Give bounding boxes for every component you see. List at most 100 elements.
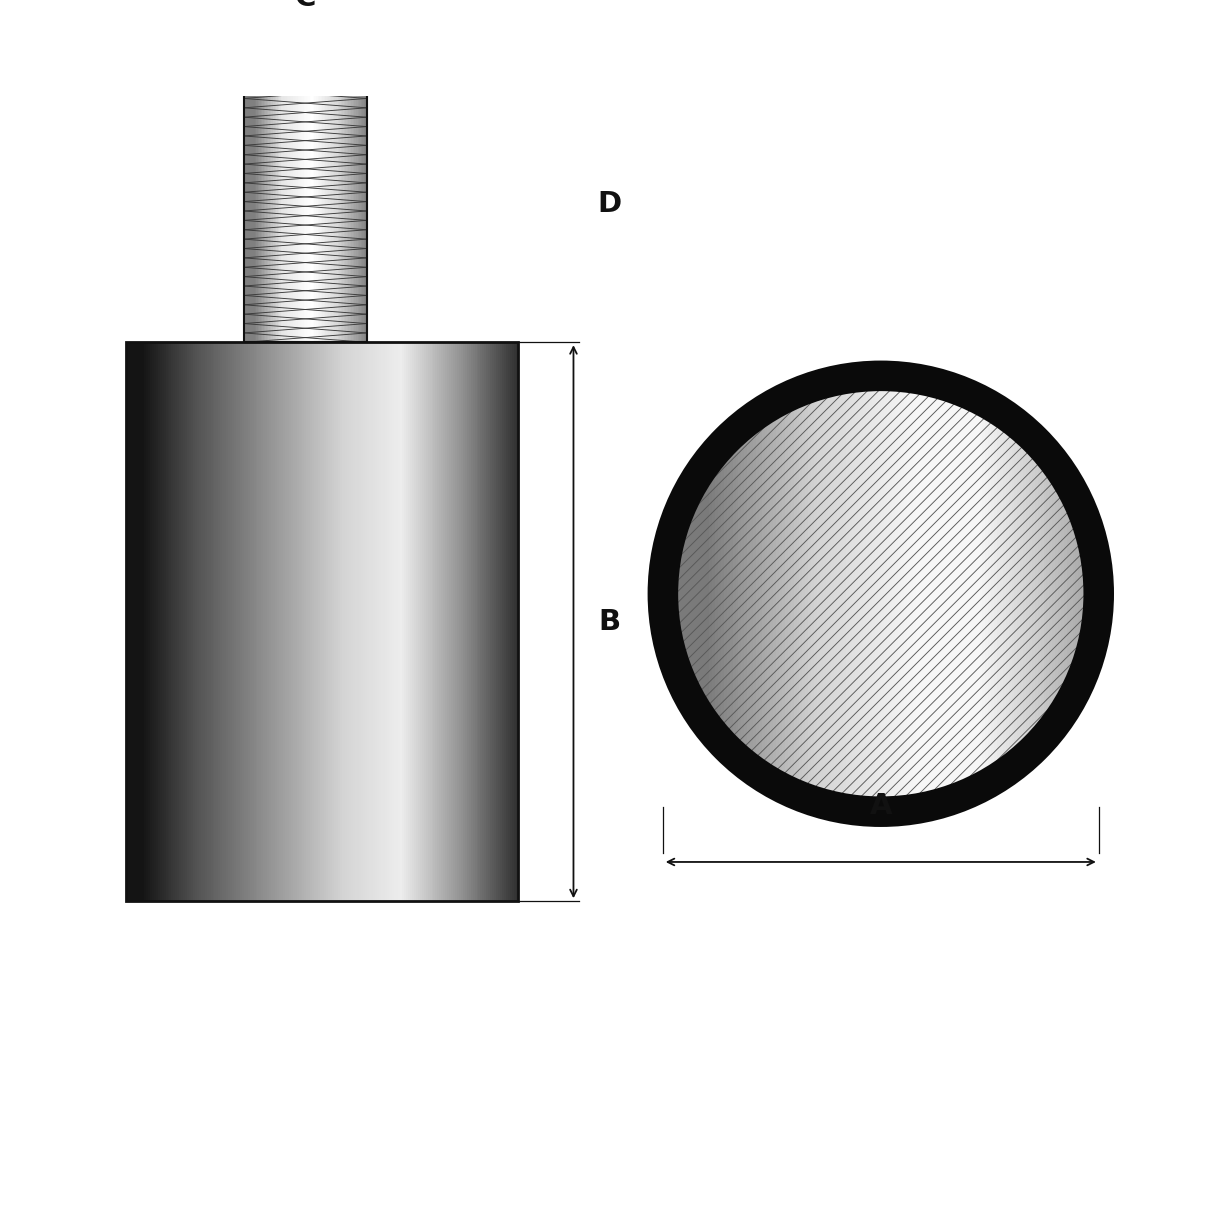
Bar	[341, 80, 344, 342]
Bar	[220, 342, 223, 901]
Bar	[840, 380, 844, 807]
Bar	[325, 342, 329, 901]
Bar	[785, 398, 789, 789]
Bar	[231, 342, 233, 901]
Bar	[255, 342, 259, 901]
Bar	[327, 80, 329, 342]
Text: D: D	[597, 189, 622, 217]
Bar	[401, 342, 403, 901]
Bar	[322, 80, 325, 342]
Bar	[271, 342, 274, 901]
Bar	[279, 342, 282, 901]
Bar	[761, 412, 766, 776]
Bar	[921, 380, 925, 807]
Bar	[305, 80, 308, 342]
Bar	[512, 342, 515, 901]
Bar	[257, 80, 260, 342]
Bar	[212, 342, 216, 901]
Bar	[834, 381, 839, 806]
Bar	[694, 481, 699, 708]
Bar	[291, 80, 294, 342]
Bar	[398, 342, 402, 901]
Bar	[443, 342, 447, 901]
Text: C: C	[295, 0, 316, 12]
Bar	[968, 395, 972, 794]
Bar	[809, 388, 812, 799]
Bar	[790, 396, 795, 793]
Bar	[347, 342, 351, 901]
Bar	[719, 449, 722, 739]
Bar	[436, 342, 438, 901]
Bar	[861, 376, 864, 811]
Bar	[385, 342, 387, 901]
Bar	[828, 382, 833, 805]
Bar	[915, 379, 920, 809]
Bar	[704, 467, 708, 721]
Bar	[794, 395, 798, 794]
Bar	[427, 342, 431, 901]
Bar	[312, 80, 314, 342]
Bar	[1082, 509, 1085, 679]
Bar	[497, 342, 499, 901]
Bar	[800, 392, 804, 796]
Bar	[219, 342, 221, 901]
Bar	[938, 384, 943, 804]
Bar	[875, 376, 879, 812]
Bar	[160, 342, 163, 901]
Bar	[320, 342, 323, 901]
Bar	[692, 486, 696, 703]
Bar	[251, 80, 254, 342]
Bar	[187, 342, 191, 901]
Bar	[276, 80, 279, 342]
Bar	[463, 342, 466, 901]
Bar	[191, 342, 194, 901]
Bar	[492, 342, 495, 901]
Bar	[316, 342, 319, 901]
Bar	[881, 376, 885, 812]
Bar	[333, 80, 335, 342]
Bar	[342, 80, 345, 342]
Bar	[817, 385, 821, 802]
Bar	[261, 80, 263, 342]
Bar	[290, 342, 294, 901]
Bar	[418, 342, 421, 901]
Bar	[516, 342, 518, 901]
Bar	[504, 342, 507, 901]
Bar	[863, 376, 867, 811]
Bar	[843, 379, 847, 809]
Bar	[1063, 476, 1068, 711]
Bar	[410, 342, 413, 901]
Bar	[199, 342, 202, 901]
Bar	[334, 80, 337, 342]
Bar	[226, 342, 229, 901]
Bar	[225, 342, 227, 901]
Bar	[168, 342, 171, 901]
Bar	[753, 418, 758, 770]
Bar	[1034, 439, 1039, 748]
Bar	[313, 80, 316, 342]
Bar	[236, 342, 239, 901]
Bar	[1026, 431, 1031, 756]
Bar	[289, 80, 291, 342]
Bar	[721, 446, 725, 742]
Bar	[308, 80, 311, 342]
Bar	[433, 342, 437, 901]
Bar	[183, 342, 186, 901]
Bar	[934, 382, 937, 805]
Bar	[361, 342, 364, 901]
Bar	[813, 386, 818, 801]
Bar	[347, 80, 350, 342]
Bar	[228, 342, 231, 901]
Bar	[490, 342, 493, 901]
Bar	[736, 431, 739, 756]
Bar	[253, 80, 256, 342]
Bar	[308, 342, 312, 901]
Bar	[453, 342, 456, 901]
Bar	[297, 80, 300, 342]
Bar	[356, 80, 358, 342]
Bar	[149, 342, 153, 901]
Bar	[424, 342, 427, 901]
Bar	[1032, 437, 1036, 750]
Bar	[994, 408, 998, 779]
Bar	[1055, 463, 1059, 725]
